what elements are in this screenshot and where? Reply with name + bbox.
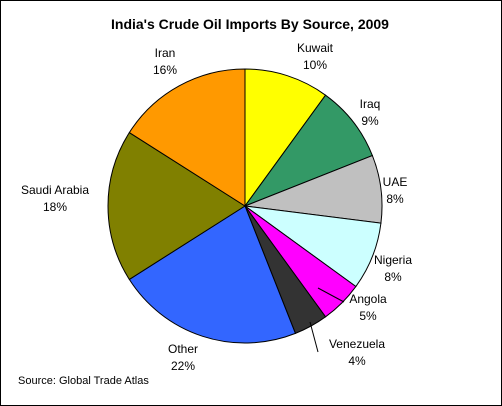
slice-label-uae: UAE bbox=[383, 175, 408, 189]
slice-label-venezuela: Venezuela bbox=[329, 337, 385, 351]
leader-line-angola bbox=[317, 287, 345, 303]
slice-percent-uae: 8% bbox=[386, 192, 404, 206]
pie-slice-kuwait bbox=[244, 68, 327, 208]
slice-percent-kuwait: 10% bbox=[303, 58, 327, 72]
pie-slice-iran bbox=[128, 68, 246, 207]
slice-label-iran: Iran bbox=[155, 46, 176, 60]
slice-percent-angola: 5% bbox=[359, 309, 377, 323]
slice-percent-other: 22% bbox=[171, 359, 195, 373]
slice-percent-nigeria: 8% bbox=[384, 270, 402, 284]
slice-label-saudi-arabia: Saudi Arabia bbox=[21, 183, 89, 197]
slice-label-iraq: Iraq bbox=[360, 97, 381, 111]
slice-label-other: Other bbox=[168, 342, 198, 356]
slice-label-nigeria: Nigeria bbox=[374, 253, 412, 267]
chart-source: Source: Global Trade Atlas bbox=[18, 375, 149, 387]
chart-title: India's Crude Oil Imports By Source, 200… bbox=[111, 16, 389, 32]
slice-percent-saudi-arabia: 18% bbox=[43, 200, 67, 214]
pie-slice-other bbox=[128, 205, 297, 344]
slice-percent-venezuela: 4% bbox=[348, 354, 366, 368]
pie-slice-saudi-arabia bbox=[107, 131, 246, 281]
slice-label-angola: Angola bbox=[349, 292, 387, 306]
slice-percent-iran: 16% bbox=[153, 63, 177, 77]
slice-percent-iraq: 9% bbox=[361, 114, 379, 128]
leader-line-venezuela bbox=[309, 321, 319, 353]
slice-label-kuwait: Kuwait bbox=[297, 41, 334, 55]
